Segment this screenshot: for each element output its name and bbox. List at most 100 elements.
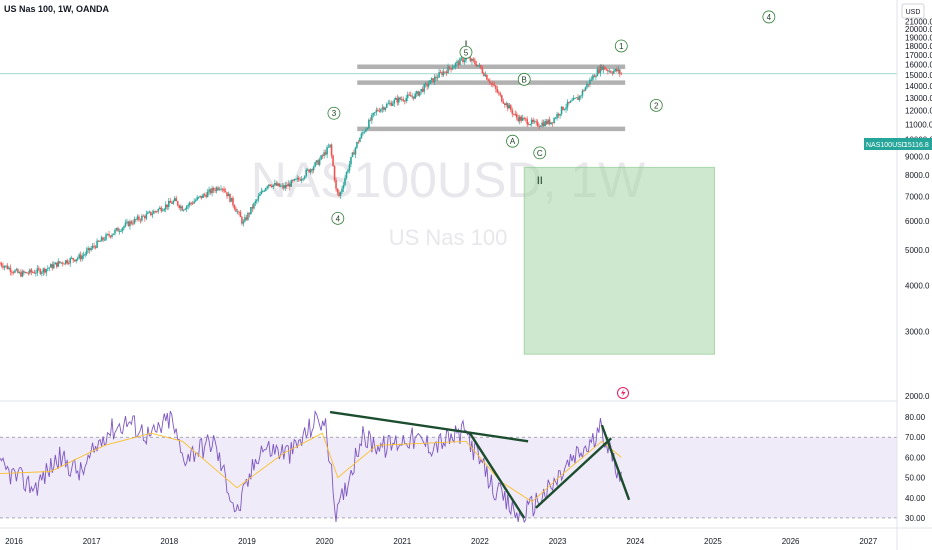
rsi-trendline[interactable] — [329, 410, 529, 443]
candle-body — [139, 219, 142, 221]
candle-body — [357, 141, 360, 143]
time-tick-label: 2019 — [238, 537, 256, 546]
wave-label[interactable]: C — [537, 149, 543, 158]
candle-body — [595, 76, 597, 78]
candle-body — [459, 58, 461, 65]
wave-label[interactable]: B — [522, 75, 527, 84]
wave-label[interactable]: I — [464, 39, 467, 51]
candle-body — [569, 100, 572, 103]
wave-label[interactable]: 3 — [332, 109, 337, 118]
symbol-header[interactable]: US Nas 100, 1W, OANDA — [4, 4, 110, 14]
candle-body — [353, 152, 355, 155]
candle-body — [220, 188, 222, 190]
wave-label[interactable]: 5 — [464, 48, 469, 57]
candle-body — [20, 272, 22, 277]
candle-body — [55, 262, 58, 267]
wave-label[interactable]: 2 — [654, 101, 659, 110]
candle-body — [278, 183, 281, 187]
wave-label-circle[interactable] — [614, 39, 628, 53]
candle-body — [120, 230, 122, 232]
candle-body — [548, 119, 551, 125]
price-tick-label: 14000.0 — [905, 82, 932, 91]
candle-body — [218, 189, 221, 190]
candle-body — [238, 211, 240, 213]
candle-body — [268, 184, 270, 187]
candle-body — [520, 116, 523, 121]
candle-body — [575, 97, 578, 99]
time-tick-label: 2020 — [316, 537, 334, 546]
currency-button-frame[interactable] — [901, 3, 925, 19]
wave-label-circle[interactable] — [506, 134, 519, 148]
wave-label[interactable]: 4 — [336, 214, 341, 223]
candle-body — [271, 186, 273, 187]
candle-body — [0, 263, 3, 266]
candle-body — [224, 191, 227, 193]
candle-body — [173, 198, 176, 201]
candle-body — [265, 188, 267, 191]
candle-body — [190, 202, 192, 204]
wave-label[interactable]: 1 — [619, 42, 624, 51]
candle-body — [327, 146, 330, 148]
rsi-line[interactable] — [0, 409, 622, 524]
candle-body — [418, 91, 421, 96]
candle-body — [45, 269, 48, 273]
currency-button[interactable]: USD — [906, 9, 921, 16]
candle-body — [194, 200, 197, 202]
candle-body — [396, 98, 399, 103]
price-tick-label: 15000.0 — [905, 71, 932, 80]
candle-body — [306, 169, 309, 171]
wave-label-circle[interactable] — [327, 106, 341, 120]
candle-body — [463, 60, 466, 62]
rsi-trendline[interactable] — [535, 437, 613, 509]
candle-body — [610, 71, 612, 73]
candle-body — [212, 188, 215, 191]
candle-body — [14, 270, 16, 273]
rsi-ma-line[interactable] — [0, 432, 622, 503]
candle-body — [429, 80, 431, 85]
candle-body — [294, 179, 297, 180]
wave-label[interactable]: II — [537, 175, 543, 187]
wave-label-circle[interactable] — [649, 98, 663, 112]
wave-label-circle[interactable] — [517, 72, 531, 86]
candle-body — [435, 76, 437, 79]
candle-body — [66, 260, 69, 264]
candle-body — [302, 178, 304, 180]
candle-body — [88, 247, 91, 251]
rsi-tick-label: 50.00 — [905, 474, 926, 483]
candle-body — [57, 261, 60, 267]
candle-body — [439, 72, 442, 73]
candle-body — [438, 72, 440, 78]
candle-body — [447, 66, 449, 74]
candle-body — [445, 71, 448, 74]
candle-body — [453, 66, 455, 68]
rsi-trendline[interactable] — [468, 432, 526, 519]
candle-body — [451, 67, 454, 70]
candle-body — [502, 101, 505, 104]
candle-body — [426, 83, 428, 87]
wave-label-circle[interactable] — [533, 146, 547, 160]
candle-body — [566, 101, 569, 108]
candle-body — [375, 109, 378, 113]
rsi-trendline[interactable] — [600, 424, 631, 501]
candle-body — [354, 147, 357, 155]
candle-body — [63, 263, 66, 265]
wave-label[interactable]: A — [510, 137, 516, 146]
candle-body — [424, 83, 427, 85]
wave-label-circle[interactable] — [762, 10, 776, 24]
wave-label-circle[interactable] — [331, 211, 345, 225]
candle-body — [251, 206, 254, 209]
candle-body — [266, 186, 269, 189]
candle-body — [142, 215, 145, 217]
candle-body — [538, 126, 540, 127]
wave-label-circle[interactable] — [459, 45, 473, 59]
candle-body — [291, 180, 294, 182]
candle-body — [274, 183, 276, 185]
candle-body — [544, 121, 546, 127]
wave-label[interactable]: 4 — [767, 13, 772, 22]
candle-body — [309, 169, 312, 173]
candle-body — [58, 261, 61, 263]
candle-body — [402, 99, 405, 101]
candle-body — [539, 126, 542, 127]
candle-body — [111, 234, 113, 237]
